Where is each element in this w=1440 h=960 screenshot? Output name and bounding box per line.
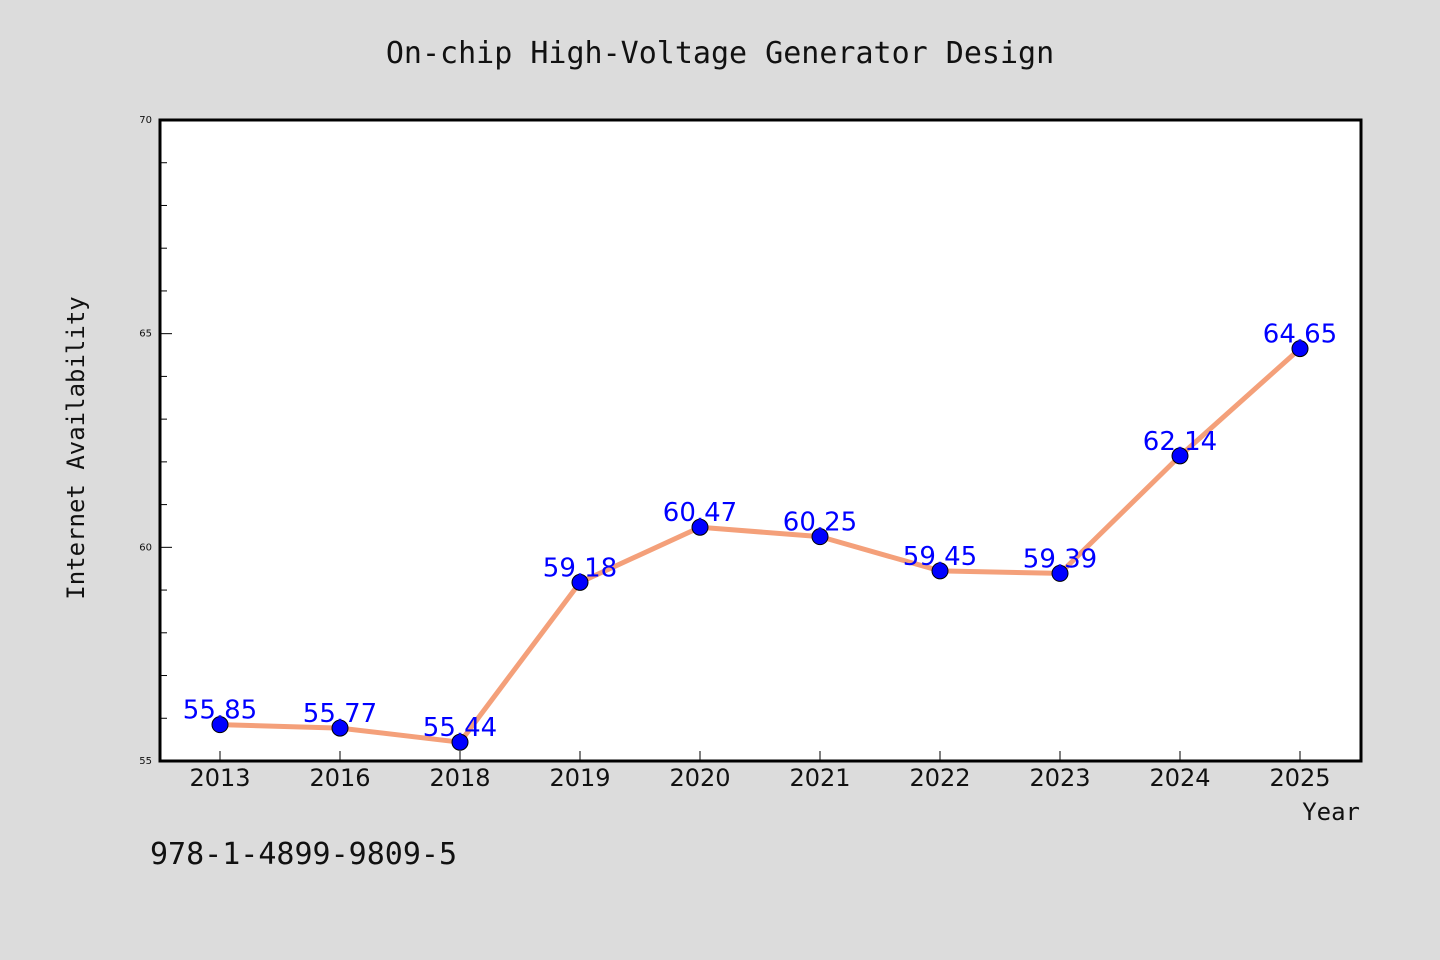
x-tick-label: 2024	[1149, 764, 1210, 792]
x-tick-label: 2022	[909, 764, 970, 792]
y-tick-label: 70	[139, 115, 152, 126]
data-point	[1291, 340, 1309, 358]
x-tick-label: 2013	[189, 764, 250, 792]
x-tick-label: 2021	[789, 764, 850, 792]
data-label: 64.65	[1263, 320, 1337, 350]
data-label: 59.18	[543, 553, 617, 583]
x-tick-label: 2020	[669, 764, 730, 792]
data-point	[451, 733, 469, 751]
data-point	[811, 528, 829, 546]
y-tick-label: 60	[139, 542, 152, 553]
plot-area	[158, 118, 1363, 763]
data-point	[1051, 564, 1069, 582]
y-tick-label: 65	[139, 329, 152, 340]
isbn-annotation: 978-1-4899-9809-5	[150, 837, 457, 872]
data-labels: 55.85 55.77 55.44 59.18 60.47 60.25 59.45 59.39…	[183, 320, 1337, 744]
y-tick-label: 55	[139, 756, 152, 767]
data-label: 60.47	[663, 498, 737, 528]
series-markers	[211, 340, 1309, 751]
x-tick-label: 2018	[429, 764, 490, 792]
x-axis: 2013 2016 2018 2019 2020 2021 2022 2023 2024 2025	[189, 751, 1331, 792]
data-point	[691, 518, 709, 536]
data-label: 55.77	[303, 699, 377, 729]
chart-title: On-chip High-Voltage Generator Design	[386, 36, 1054, 71]
y-axis: 55 60 65 70	[139, 115, 172, 767]
data-label: 55.44	[423, 713, 497, 743]
data-label: 60.25	[783, 508, 857, 538]
x-tick-label: 2023	[1029, 764, 1090, 792]
data-label: 62.14	[1143, 427, 1217, 457]
y-axis-label: Internet Availability	[62, 296, 90, 599]
data-label: 59.45	[903, 542, 977, 572]
data-label: 59.39	[1023, 544, 1097, 574]
data-point	[331, 719, 349, 737]
series-line	[217, 346, 1303, 745]
x-tick-label: 2019	[549, 764, 610, 792]
x-axis-label: Year	[1302, 798, 1360, 826]
data-point	[1171, 447, 1189, 465]
data-point	[571, 573, 589, 591]
x-tick-label: 2016	[309, 764, 370, 792]
data-label: 55.85	[183, 696, 257, 726]
x-tick-label: 2025	[1269, 764, 1330, 792]
data-point	[211, 716, 229, 734]
data-point	[931, 562, 949, 580]
